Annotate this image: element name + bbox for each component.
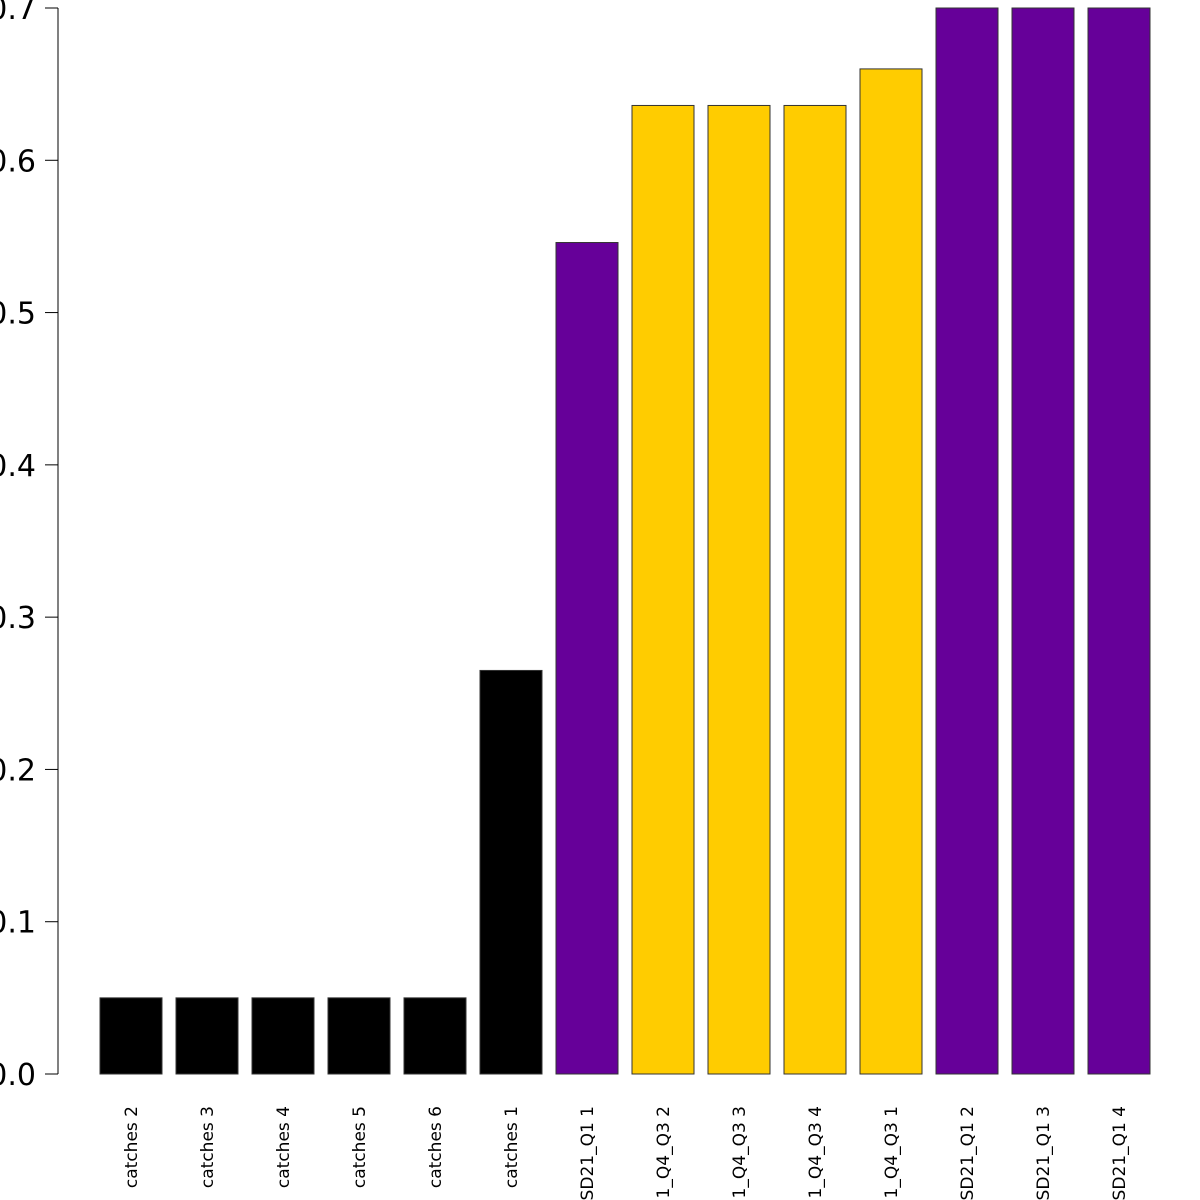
y-tick-label: 0.1 xyxy=(0,906,36,941)
bar-14 xyxy=(1087,7,1151,1075)
bar-3 xyxy=(251,997,315,1075)
y-tick-label: 0.6 xyxy=(0,144,36,179)
bar-7 xyxy=(555,242,619,1075)
x-tick-label: 1_Q4_Q3 3 xyxy=(730,1106,750,1198)
x-tick-label: 1_Q4_Q3 4 xyxy=(806,1106,826,1198)
bar-8 xyxy=(631,104,695,1075)
x-tick-label: 1_Q4_Q3 1 xyxy=(882,1106,902,1198)
bar-13 xyxy=(1011,7,1075,1075)
x-tick-label: SD21_Q1 2 xyxy=(958,1106,978,1200)
x-tick-label: 1_Q4_Q3 2 xyxy=(654,1106,674,1198)
x-tick-label: catches 6 xyxy=(426,1106,446,1188)
bar-2 xyxy=(175,997,239,1075)
x-tick-label: catches 2 xyxy=(122,1106,142,1188)
x-axis-labels: catches 2 catches 3 catches 4 catches 5 catc… xyxy=(122,1106,1130,1200)
y-axis: 0.0 0.1 0.2 0.3 0.4 0.5 0.6 0.7 xyxy=(0,0,59,1093)
x-tick-label: SD21_Q1 4 xyxy=(1110,1106,1130,1200)
bar-11 xyxy=(859,68,923,1075)
y-tick-label: 0.4 xyxy=(0,449,36,484)
y-tick-label: 0.7 xyxy=(0,0,36,27)
bar-12 xyxy=(935,7,999,1075)
bars xyxy=(99,7,1151,1075)
bar-10 xyxy=(783,104,847,1075)
bar-1 xyxy=(99,997,163,1075)
x-tick-label: catches 1 xyxy=(502,1106,522,1188)
bar-6 xyxy=(479,669,543,1075)
bar-4 xyxy=(327,997,391,1075)
x-tick-label: SD21_Q1 3 xyxy=(1034,1106,1054,1200)
x-tick-label: catches 5 xyxy=(350,1106,370,1188)
bar-5 xyxy=(403,997,467,1075)
y-tick-label: 0.2 xyxy=(0,753,36,788)
bar-9 xyxy=(707,104,771,1075)
y-tick-label: 0.0 xyxy=(0,1058,36,1093)
y-tick-label: 0.5 xyxy=(0,297,36,332)
x-tick-label: SD21_Q1 1 xyxy=(578,1106,598,1200)
y-tick-label: 0.3 xyxy=(0,601,36,636)
x-tick-label: catches 4 xyxy=(274,1106,294,1188)
x-tick-label: catches 3 xyxy=(198,1106,218,1188)
